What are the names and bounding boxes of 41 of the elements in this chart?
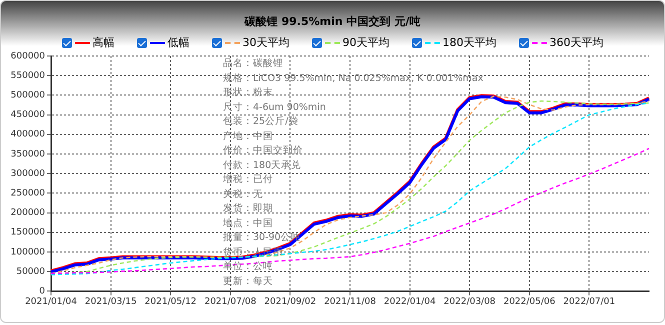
y-tick-label: 600000 — [10, 51, 46, 62]
y-tick-label: 400000 — [10, 130, 46, 140]
y-tick-label: 500000 — [10, 90, 46, 101]
x-tick-label: 2021/03/15 — [84, 296, 137, 307]
y-tick-label: 200000 — [10, 208, 46, 218]
x-tick-label: 2021/09/02 — [264, 296, 316, 307]
y-tick-label: 350000 — [10, 149, 46, 160]
chart-title: 碳酸锂 99.5%min 中国交到 元/吨 — [243, 14, 422, 29]
x-tick-label: 2022/05/06 — [503, 296, 556, 307]
annotation: 增税：已付 — [223, 173, 274, 187]
x-tick-label: 2022/01/04 — [384, 296, 436, 307]
annotation: 作价：中国交到价 — [223, 144, 304, 158]
annotation: 更新：每天 — [223, 274, 274, 288]
annotation: 发货：即期 — [223, 202, 274, 216]
legend-label: 360天平均 — [550, 35, 604, 50]
x-tick-label: 2022/07/01 — [563, 296, 616, 307]
x-tick-label: 2021/01/04 — [25, 296, 78, 307]
annotation: 包装：25公斤/袋 — [223, 115, 300, 129]
annotation: 地点：中国 — [223, 216, 274, 230]
legend-label: 高幅 — [92, 35, 114, 50]
annotation: 品名：碳酸锂 — [223, 57, 284, 71]
annotation: 付款：180天承兑 — [223, 158, 302, 172]
annotation: 规格：LiCO3 99.5%min, Na 0.025%max, K 0.001%max — [223, 72, 484, 86]
y-tick-label: 0 — [39, 286, 46, 297]
y-tick-label: 150000 — [10, 228, 46, 238]
legend-label: 90天平均 — [342, 35, 390, 50]
legend-label: 30天平均 — [242, 35, 290, 50]
legend-label: 低幅 — [168, 35, 190, 50]
annotation: 尺寸：4-6um 90%min — [223, 100, 327, 114]
y-tick-label: 100000 — [10, 247, 46, 258]
y-tick-label: 300000 — [10, 168, 46, 179]
x-tick-label: 2021/05/12 — [144, 296, 197, 307]
x-tick-label: 2022/03/08 — [444, 296, 496, 307]
y-tick-label: 450000 — [10, 110, 46, 120]
x-tick-label: 2021/07/08 — [204, 296, 257, 307]
legend-label: 180天平均 — [442, 35, 496, 50]
y-tick-label: 50000 — [16, 266, 46, 277]
x-tick-label: 2021/11/08 — [324, 296, 376, 307]
y-tick-label: 250000 — [10, 188, 46, 199]
y-tick-label: 550000 — [10, 70, 46, 81]
annotation: 批量：30-90公吨 — [223, 231, 302, 245]
